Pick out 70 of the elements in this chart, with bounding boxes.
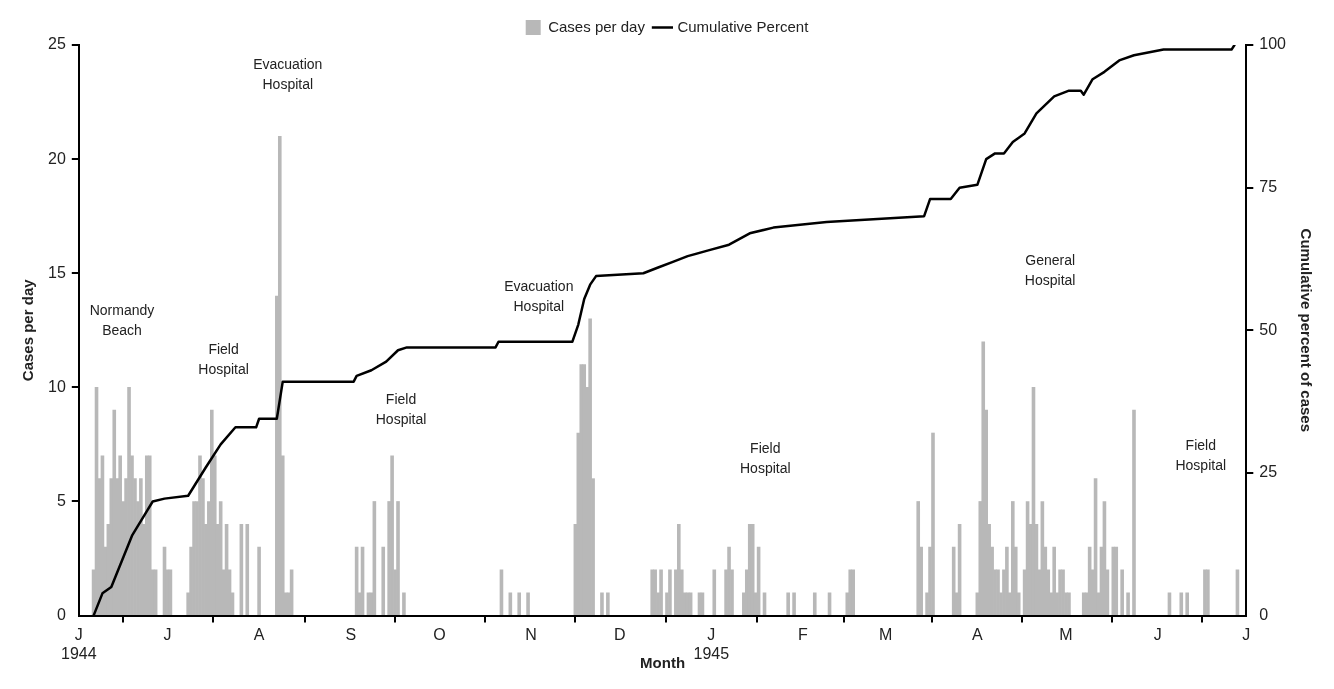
x-tick-label: J 1945	[693, 625, 730, 662]
y2-axis-title: Cumulative percent of cases	[1297, 228, 1315, 433]
y-tick-label: 20	[48, 149, 66, 167]
y2-tick-label: 0	[1259, 606, 1269, 624]
bar	[112, 409, 117, 615]
bar	[1179, 592, 1184, 615]
x-tick-label: D	[613, 625, 626, 643]
x-tick-label: A	[972, 625, 983, 643]
legend-label: Cases per day	[548, 17, 646, 35]
annotation: General Hospital	[1024, 251, 1076, 288]
bar	[786, 592, 790, 615]
bar	[727, 546, 731, 615]
x-axis-title: Month	[640, 654, 686, 672]
x-tick-label: A	[253, 625, 265, 643]
bar	[981, 341, 986, 615]
bar	[677, 523, 681, 615]
bar	[396, 501, 400, 615]
bar	[659, 569, 663, 615]
bar	[712, 569, 717, 615]
y-tick-label: 15	[48, 263, 66, 281]
bar	[792, 592, 796, 615]
annotation: Field Hospital	[198, 340, 249, 377]
bar	[402, 592, 406, 615]
bar	[517, 592, 522, 615]
annotation: Field Hospital	[375, 391, 427, 428]
bar	[381, 546, 386, 615]
annotation: Field Hospital	[739, 439, 791, 476]
y-axis-title: Cases per day	[19, 278, 37, 382]
bar	[1005, 546, 1009, 615]
bar	[1126, 592, 1130, 615]
x-tick-label: M	[879, 625, 893, 643]
bar	[526, 592, 530, 615]
y2-tick-label: 50	[1259, 320, 1278, 338]
x-tick-label: S	[345, 625, 357, 643]
x-tick-label: J	[1242, 625, 1251, 643]
bar	[1120, 569, 1124, 615]
bar	[1011, 501, 1015, 615]
bar	[606, 592, 610, 615]
annotation: Evacuation Hospital	[253, 56, 323, 93]
bar	[600, 592, 604, 615]
x-tick-label: J	[163, 625, 172, 643]
bar	[257, 546, 261, 615]
bar	[588, 318, 592, 615]
y-tick-label: 10	[48, 377, 66, 395]
bar	[1132, 409, 1136, 615]
legend-label: Cumulative Percent	[677, 17, 810, 35]
bar	[390, 455, 394, 615]
bar	[277, 135, 282, 615]
bar	[931, 432, 935, 615]
x-tick-label: J	[1153, 625, 1162, 643]
y-tick-label: 5	[56, 491, 66, 509]
x-tick-label: F	[798, 625, 809, 643]
bar	[1052, 546, 1056, 615]
bar	[916, 501, 921, 615]
y2-tick-label: 25	[1259, 463, 1278, 481]
x-tick-label: J 1944	[61, 625, 97, 662]
y-tick-label: 25	[48, 35, 66, 53]
y-tick-label: 0	[56, 606, 66, 624]
x-tick-label: N	[525, 625, 537, 643]
y2-tick-label: 100	[1259, 35, 1287, 53]
annotation: Normandy Beach	[89, 302, 155, 339]
y2-tick-label: 75	[1259, 178, 1278, 196]
annotation: Evacuation Hospital	[504, 278, 574, 315]
bar	[1185, 592, 1189, 615]
annotation: Field Hospital	[1175, 436, 1227, 473]
bar	[668, 569, 672, 615]
x-tick-label: O	[433, 625, 446, 643]
x-tick-label: M	[1059, 625, 1073, 643]
bar	[245, 523, 250, 615]
bar	[812, 592, 817, 615]
